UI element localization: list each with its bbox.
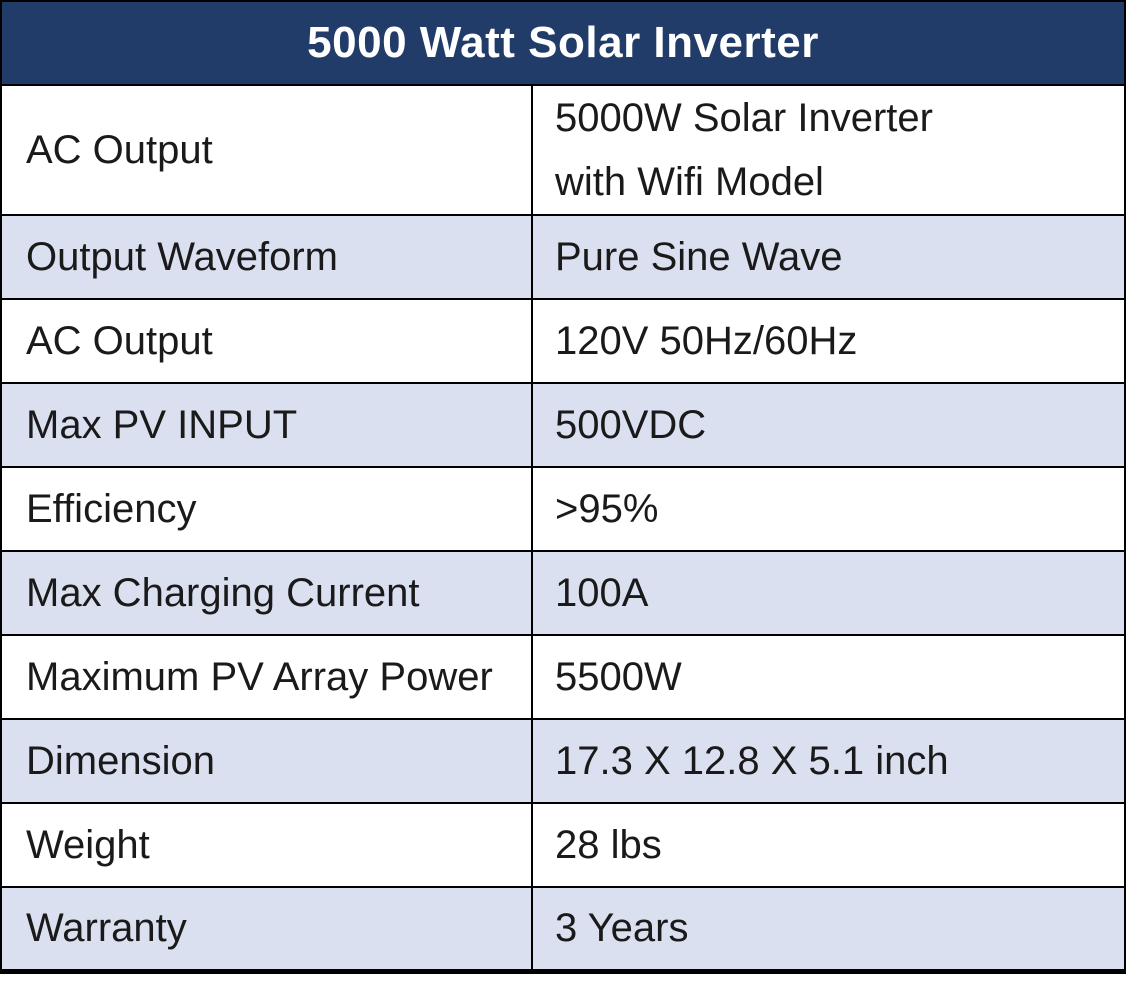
spec-label: Output Waveform (0, 214, 533, 300)
table-row: AC Output 5000W Solar Inverter with Wifi… (0, 84, 1126, 216)
spec-value: >95% (531, 466, 1126, 552)
spec-label: Efficiency (0, 466, 533, 552)
spec-value: 100A (531, 550, 1126, 636)
spec-value: 5500W (531, 634, 1126, 720)
spec-label: Weight (0, 802, 533, 888)
spec-value: 500VDC (531, 382, 1126, 468)
spec-label: Warranty (0, 886, 533, 972)
spec-value: 120V 50Hz/60Hz (531, 298, 1126, 384)
table-row: Efficiency >95% (0, 466, 1126, 552)
spec-value: 28 lbs (531, 802, 1126, 888)
table-row: Weight 28 lbs (0, 802, 1126, 888)
table-row: AC Output 120V 50Hz/60Hz (0, 298, 1126, 384)
table-header-row: 5000 Watt Solar Inverter (0, 0, 1126, 86)
spec-label: AC Output (0, 298, 533, 384)
spec-label: AC Output (0, 84, 533, 216)
spec-value: Pure Sine Wave (531, 214, 1126, 300)
spec-value: 17.3 X 12.8 X 5.1 inch (531, 718, 1126, 804)
spec-label: Maximum PV Array Power (0, 634, 533, 720)
table-row: Maximum PV Array Power 5500W (0, 634, 1126, 720)
spec-label: Max PV INPUT (0, 382, 533, 468)
table-row: Max PV INPUT 500VDC (0, 382, 1126, 468)
table-row: Warranty 3 Years (0, 886, 1126, 972)
spec-label: Max Charging Current (0, 550, 533, 636)
spec-label: Dimension (0, 718, 533, 804)
spec-value: 5000W Solar Inverter with Wifi Model (531, 84, 1126, 216)
table-row: Dimension 17.3 X 12.8 X 5.1 inch (0, 718, 1126, 804)
spec-value: 3 Years (531, 886, 1126, 972)
table-row: Output Waveform Pure Sine Wave (0, 214, 1126, 300)
table-row: Max Charging Current 100A (0, 550, 1126, 636)
table-title: 5000 Watt Solar Inverter (0, 0, 1126, 86)
